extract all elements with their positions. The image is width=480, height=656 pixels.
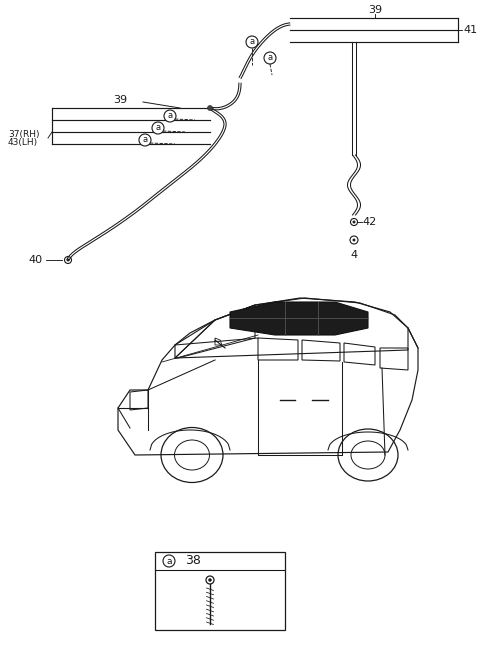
Text: a: a [143, 136, 147, 144]
Circle shape [353, 239, 355, 241]
Text: a: a [156, 123, 161, 133]
Text: 38: 38 [185, 554, 201, 567]
Text: 43(LH): 43(LH) [8, 138, 38, 148]
Text: 42: 42 [362, 217, 376, 227]
Circle shape [163, 555, 175, 567]
Circle shape [264, 52, 276, 64]
Circle shape [139, 134, 151, 146]
Text: 39: 39 [368, 5, 382, 15]
Circle shape [353, 221, 355, 223]
Circle shape [152, 122, 164, 134]
Circle shape [246, 36, 258, 48]
Circle shape [164, 110, 176, 122]
Text: a: a [250, 37, 254, 47]
Text: 4: 4 [350, 250, 358, 260]
Text: 40: 40 [29, 255, 43, 265]
Text: a: a [166, 556, 172, 565]
Circle shape [207, 106, 213, 110]
Text: 39: 39 [113, 95, 127, 105]
Text: a: a [267, 54, 273, 62]
Text: 37(RH): 37(RH) [8, 131, 39, 140]
Text: a: a [168, 112, 173, 121]
Circle shape [208, 579, 212, 581]
Bar [155, 552, 285, 630]
Circle shape [67, 259, 69, 261]
Polygon shape [230, 302, 368, 335]
Text: 41: 41 [463, 25, 477, 35]
